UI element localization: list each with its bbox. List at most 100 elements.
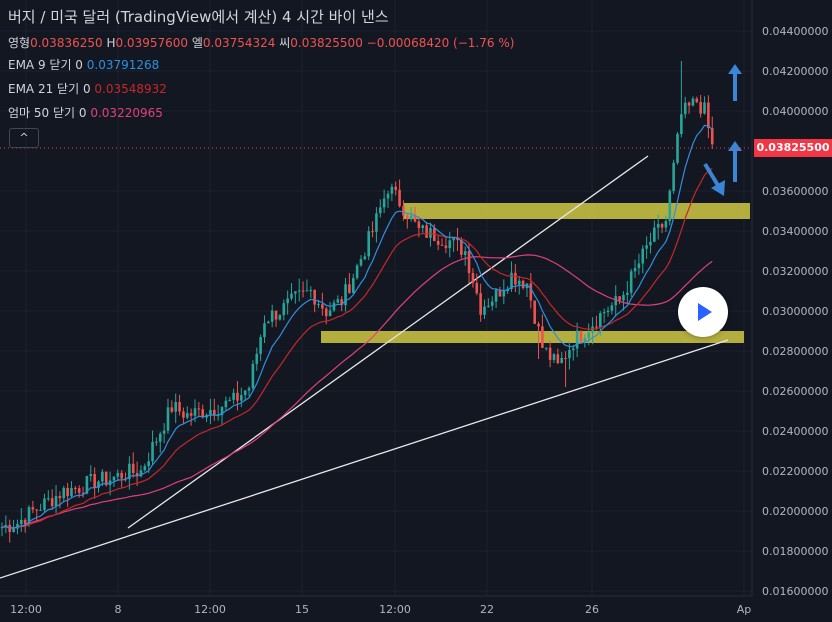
indicator-ema21[interactable]: EMA 21 닫기 0 0.03548932	[8, 80, 167, 97]
candle-body	[270, 310, 274, 322]
candle-body	[263, 323, 266, 338]
sr-zones	[321, 203, 750, 343]
upper-trend-line	[127, 155, 649, 529]
candle-body	[321, 304, 324, 309]
indicator-ema9[interactable]: EMA 9 닫기 0 0.03791268	[8, 56, 159, 73]
candle-body	[66, 487, 69, 497]
candle-body	[672, 162, 675, 191]
candle-body	[521, 280, 525, 289]
candle-body	[174, 402, 177, 412]
x-tick-label: Ap	[737, 603, 752, 616]
indicator-ma50[interactable]: 엄마 50 닫기 0 0.03220965	[8, 104, 163, 121]
candle-body	[664, 221, 668, 228]
candle-body	[390, 186, 394, 194]
open-label: 영형	[8, 36, 31, 50]
chart-grid	[0, 0, 752, 596]
candle-body	[475, 282, 479, 294]
candle-body	[676, 134, 679, 163]
candle-body	[452, 237, 455, 241]
collapse-legend-button[interactable]: ^	[9, 128, 39, 148]
candle-body	[324, 308, 328, 317]
candle-body	[251, 363, 255, 389]
candle-body	[209, 409, 212, 415]
candle-body	[363, 256, 367, 260]
candle-body	[537, 323, 540, 327]
y-tick-label: 0.02600000	[762, 385, 828, 398]
candle-body	[39, 509, 42, 511]
resistance-zone	[404, 203, 750, 219]
candle-body	[189, 413, 193, 416]
candle-body	[629, 271, 633, 293]
candle-body	[81, 492, 85, 494]
candle-body	[641, 248, 645, 264]
candle-body	[398, 189, 401, 207]
candle-body	[517, 280, 521, 285]
indicator-value: 0.03791268	[86, 58, 160, 72]
x-tick-label: 15	[295, 603, 309, 616]
candle-body	[259, 337, 262, 354]
candle-body	[552, 354, 556, 360]
candle-body	[421, 225, 425, 229]
candle-body	[568, 350, 571, 359]
candle-body	[683, 102, 687, 115]
candle-body	[143, 466, 147, 471]
candle-body	[290, 293, 293, 299]
candle-body	[155, 441, 158, 443]
y-tick-label: 0.02800000	[762, 345, 828, 358]
candle-body	[703, 102, 706, 114]
candle-body	[460, 239, 463, 255]
candle-body	[695, 98, 699, 103]
indicator-value: 0.03548932	[94, 82, 167, 96]
candle-body	[305, 290, 309, 292]
candle-body	[479, 293, 482, 315]
candle-body	[583, 338, 587, 342]
candle-body	[656, 224, 660, 228]
candle-body	[0, 527, 4, 529]
y-tick-label: 0.03000000	[762, 305, 828, 318]
candle-body	[436, 240, 440, 245]
y-tick-label: 0.01800000	[762, 545, 828, 558]
candle-body	[595, 326, 598, 328]
candle-body	[413, 215, 417, 222]
ohlc-readout: 영형0.03836250 H0.03957600 엘0.03754324 씨0.…	[8, 34, 514, 51]
candle-body	[317, 304, 320, 306]
candle-body	[402, 206, 405, 216]
candle-body	[313, 290, 316, 305]
candle-body	[355, 265, 359, 279]
candle-body	[653, 227, 656, 242]
play-button[interactable]	[678, 287, 728, 337]
candle-body	[707, 102, 710, 129]
candle-body	[135, 472, 139, 477]
candle-body	[147, 461, 150, 467]
candle-body	[16, 524, 19, 529]
candle-body	[510, 272, 513, 289]
annotation-arrows	[703, 64, 742, 196]
low-value: 0.03754324	[202, 36, 276, 50]
candle-body	[386, 193, 390, 199]
up-arrow-top-head	[728, 64, 742, 74]
candle-body	[406, 215, 409, 220]
candle-body	[371, 231, 374, 233]
candle-body	[637, 263, 641, 269]
candle-body	[20, 519, 23, 525]
candle-body	[240, 395, 243, 401]
candles	[0, 61, 714, 543]
x-tick-label: 12:00	[194, 603, 226, 616]
candle-body	[12, 528, 15, 532]
close-label: 씨	[279, 36, 291, 50]
candle-body	[548, 347, 552, 360]
candle-body	[47, 498, 50, 500]
candle-body	[178, 402, 181, 412]
candle-body	[340, 299, 343, 306]
candle-body	[579, 330, 583, 342]
candle-body	[444, 245, 448, 249]
candle-body	[267, 321, 270, 324]
candle-body	[367, 231, 370, 257]
change-value: −0.00068420 (−1.76 %)	[366, 36, 515, 50]
x-tick-label: 12:00	[379, 603, 411, 616]
candle-body	[70, 487, 73, 497]
candle-body	[170, 407, 174, 412]
high-value: 0.03957600	[115, 36, 189, 50]
indicator-label: 엄마 50 닫기 0	[8, 106, 87, 120]
